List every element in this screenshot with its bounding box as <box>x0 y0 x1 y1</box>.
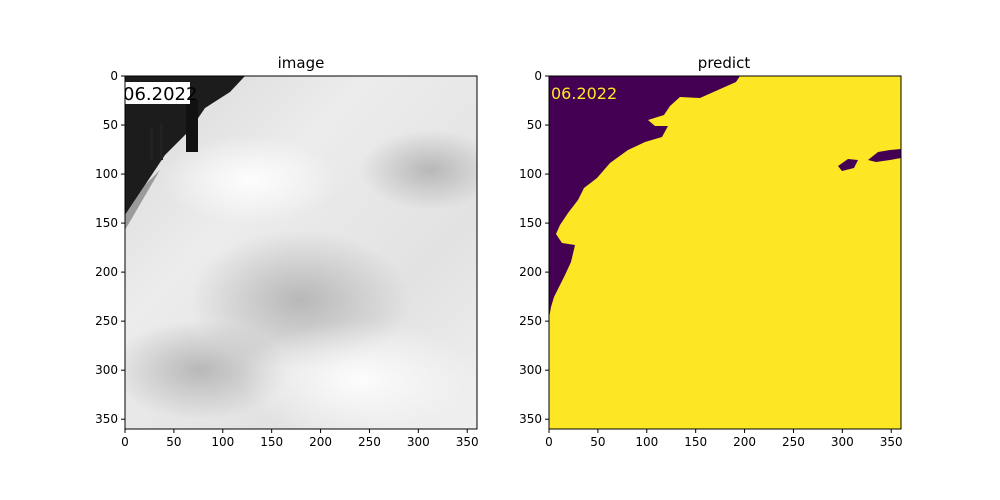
image-ytick-label: 150 <box>95 216 118 230</box>
image-panel: image 06.2022 0 50 100 150 200 250 300 35005010… <box>95 54 479 449</box>
predict-ytick-label: 150 <box>519 216 542 230</box>
predict-xtick-label: 300 <box>831 435 854 449</box>
image-content: 06.2022 <box>123 76 477 429</box>
image-ytick-label: 300 <box>95 363 118 377</box>
predict-xtick-label: 250 <box>782 435 805 449</box>
image-xtick-label: 200 <box>309 435 332 449</box>
image-ytick-label: 200 <box>95 265 118 279</box>
predict-xtick-label: 0 <box>545 435 553 449</box>
image-ytick-label: 100 <box>95 167 118 181</box>
predict-frame <box>548 75 902 430</box>
predict-date-stamp: 06.2022 <box>551 84 617 103</box>
predict-ytick-label: 50 <box>527 118 542 132</box>
predict-ytick-label: 250 <box>519 314 542 328</box>
image-panel-title: image <box>278 54 325 72</box>
predict-content: 06.2022 <box>549 76 901 429</box>
predict-xtick-label: 100 <box>635 435 658 449</box>
predict-ytick-label: 350 <box>519 412 542 426</box>
image-ytick-label: 50 <box>103 118 118 132</box>
class-0-region <box>549 76 740 318</box>
image-frame <box>124 75 478 430</box>
image-ytick-label: 250 <box>95 314 118 328</box>
predict-xtick-label: 150 <box>684 435 707 449</box>
image-date-stamp: 06.2022 <box>123 84 197 105</box>
image-ytick-label: 0 <box>110 69 118 83</box>
predict-ytick-label: 100 <box>519 167 542 181</box>
predict-ytick-label: 200 <box>519 265 542 279</box>
predict-ytick-label: 0 <box>534 69 542 83</box>
image-xtick-label: 250 <box>358 435 381 449</box>
image-axes: 0 50 100 150 200 250 300 3500501001502002503003… <box>95 69 479 449</box>
predict-panel-title: predict <box>698 54 751 72</box>
predict-xtick-label: 350 <box>880 435 903 449</box>
image-xtick-label: 350 <box>456 435 479 449</box>
predict-xtick-label: 50 <box>590 435 605 449</box>
image-xtick-label: 300 <box>407 435 430 449</box>
image-ytick-label: 350 <box>95 412 118 426</box>
predict-axes: 0 50 100 150 200 250 300 3500501001502002503003… <box>519 69 903 449</box>
predict-ytick-label: 300 <box>519 363 542 377</box>
image-xtick-label: 50 <box>166 435 181 449</box>
image-xtick-label: 150 <box>260 435 283 449</box>
predict-panel: predict 06.2022 0 50 100 150 200 250 300 350050… <box>519 54 903 449</box>
predict-xtick-label: 200 <box>733 435 756 449</box>
image-xtick-label: 100 <box>211 435 234 449</box>
image-xtick-label: 0 <box>121 435 129 449</box>
